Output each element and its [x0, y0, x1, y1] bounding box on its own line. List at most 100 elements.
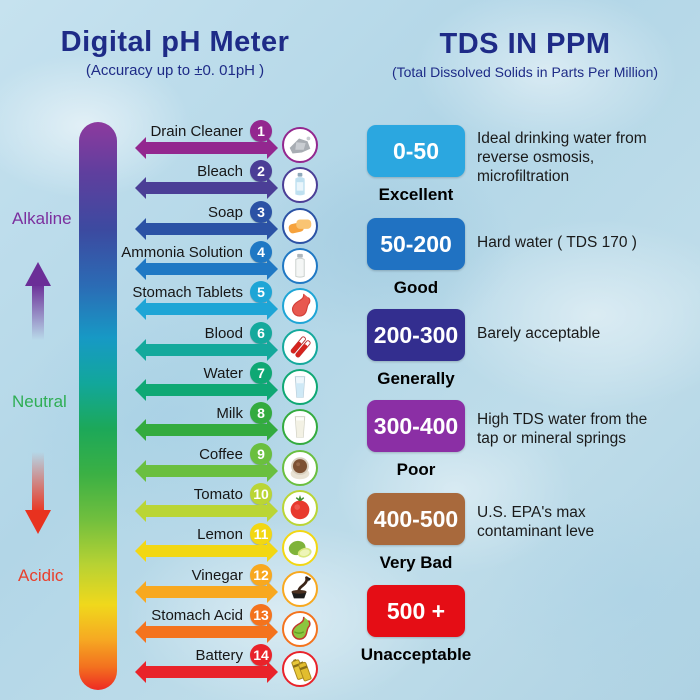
- ph-row-drain-cleaner: Drain Cleaner 1: [0, 120, 318, 168]
- tds-range-badge: 0-50: [367, 125, 465, 177]
- coffee-cup-icon: [282, 450, 318, 486]
- ph-item-label: Drain Cleaner: [150, 122, 243, 140]
- ph-row-water: Water 7: [0, 362, 318, 410]
- ph-row-stomach-acid: Stomach Acid 13: [0, 604, 318, 652]
- ph-row-tomato: Tomato 10: [0, 483, 318, 531]
- ph-item-number-badge: 10: [250, 483, 272, 505]
- ph-row-bleach: Bleach 2: [0, 160, 318, 208]
- ph-scale-arrow: [135, 500, 278, 522]
- ph-scale-arrow: [135, 177, 278, 199]
- ph-item-label: Lemon: [197, 525, 243, 543]
- ph-scale-arrow: [135, 540, 278, 562]
- ph-scale-arrow: [135, 379, 278, 401]
- ph-row-ammonia-solution: Ammonia Solution 4: [0, 241, 318, 289]
- neutral-label: Neutral: [12, 392, 67, 411]
- ph-item-label: Blood: [204, 324, 243, 342]
- tds-description: U.S. EPA's max contaminant leve: [477, 504, 595, 540]
- vinegar-pour-icon: [282, 571, 318, 607]
- tds-range-badge: 500 +: [367, 585, 465, 637]
- ph-item-number-badge: 14: [250, 644, 272, 666]
- tds-row-very-bad: 400-500 Very Bad U.S. EPA's max contamin…: [367, 493, 700, 583]
- tds-rating-label: Generally: [377, 369, 455, 388]
- stomach-acid-icon: [282, 611, 318, 647]
- battery-icon: [282, 651, 318, 687]
- ph-row-stomach-tablets: Stomach Tablets 5: [0, 281, 318, 329]
- tds-rating-label: Very Bad: [379, 553, 453, 572]
- ph-row-coffee: Coffee 9: [0, 443, 318, 491]
- ph-scale-arrow: [135, 621, 278, 643]
- ph-item-label: Water: [203, 364, 243, 382]
- ph-item-number-badge: 6: [250, 322, 272, 344]
- tomato-icon: [282, 490, 318, 526]
- ph-scale-arrow: [135, 339, 278, 361]
- alkaline-up-arrow-icon: [25, 262, 51, 286]
- ph-gradient-bar: [79, 122, 117, 690]
- ph-item-label: Stomach Tablets: [132, 283, 243, 301]
- ph-item-label: Bleach: [197, 162, 243, 180]
- ph-row-soap: Soap 3: [0, 201, 318, 249]
- ammonia-bottle-icon: [282, 248, 318, 284]
- ph-item-number-badge: 7: [250, 362, 272, 384]
- ph-scale-arrow: [135, 661, 278, 683]
- lemon-icon: [282, 530, 318, 566]
- ph-item-number-badge: 2: [250, 160, 272, 182]
- tds-description: High TDS water from the tap or mineral s…: [477, 411, 648, 447]
- drain-cleaner-icon: [282, 127, 318, 163]
- tds-row-unacceptable: 500 + Unacceptable: [361, 585, 700, 675]
- ph-item-number-badge: 3: [250, 201, 272, 223]
- ph-scale-arrow: [135, 137, 278, 159]
- tds-title: TDS IN PPM: [439, 28, 611, 60]
- ph-row-lemon: Lemon 11: [0, 523, 318, 571]
- ph-row-blood: Blood 6: [0, 322, 318, 370]
- ph-scale-arrow: [135, 419, 278, 441]
- acidic-down-arrow-shaft: [32, 452, 44, 510]
- tds-rating-label: Unacceptable: [360, 645, 472, 664]
- ph-item-label: Milk: [216, 404, 243, 422]
- ph-item-number-badge: 11: [250, 523, 272, 545]
- ph-scale-arrow: [135, 218, 278, 240]
- tds-row-poor: 300-400 Poor High TDS water from the tap…: [367, 400, 700, 490]
- ph-title: Digital pH Meter: [60, 26, 290, 58]
- ph-item-number-badge: 13: [250, 604, 272, 626]
- ph-item-number-badge: 4: [250, 241, 272, 263]
- ph-row-vinegar: Vinegar 12: [0, 564, 318, 612]
- ph-item-label: Battery: [195, 646, 243, 664]
- tds-subtitle: (Total Dissolved Solids in Parts Per Mil…: [391, 64, 659, 80]
- tds-row-excellent: 0-50 Excellent Ideal drinking water from…: [367, 125, 700, 215]
- ph-row-battery: Battery 14: [0, 644, 318, 692]
- tds-range-badge: 400-500: [367, 493, 465, 545]
- ph-item-label: Stomach Acid: [151, 606, 243, 624]
- tds-range-badge: 50-200: [367, 218, 465, 270]
- ph-subtitle: (Accuracy up to ±0. 01pH ): [85, 62, 265, 79]
- ph-item-number-badge: 5: [250, 281, 272, 303]
- ph-scale-arrow: [135, 581, 278, 603]
- water-glass-icon: [282, 369, 318, 405]
- ph-item-label: Vinegar: [191, 566, 243, 584]
- ph-item-number-badge: 9: [250, 443, 272, 465]
- acidic-down-arrow-icon: [25, 510, 51, 534]
- ph-item-number-badge: 1: [250, 120, 272, 142]
- ph-row-milk: Milk 8: [0, 402, 318, 450]
- milk-glass-icon: [282, 409, 318, 445]
- tds-description: Hard water ( TDS 170 ): [477, 234, 637, 251]
- stomach-icon: [282, 288, 318, 324]
- tds-description: Barely acceptable: [477, 325, 601, 342]
- tds-row-generally: 200-300 Generally Barely acceptable: [367, 309, 700, 399]
- bleach-bottle-icon: [282, 167, 318, 203]
- ph-item-number-badge: 8: [250, 402, 272, 424]
- alkaline-up-arrow-shaft: [32, 284, 44, 340]
- ph-item-label: Coffee: [199, 445, 243, 463]
- ph-scale-arrow: [135, 258, 278, 280]
- alkaline-label: Alkaline: [12, 209, 72, 228]
- ph-item-label: Soap: [207, 203, 243, 221]
- ph-item-label: Ammonia Solution: [121, 243, 243, 261]
- tds-rating-label: Good: [393, 278, 439, 297]
- ph-item-number-badge: 12: [250, 564, 272, 586]
- tds-rating-label: Excellent: [378, 185, 454, 204]
- tds-range-badge: 200-300: [367, 309, 465, 361]
- acidic-label: Acidic: [18, 566, 64, 585]
- tds-range-badge: 300-400: [367, 400, 465, 452]
- ph-scale-arrow: [135, 460, 278, 482]
- tds-rating-label: Poor: [396, 460, 436, 479]
